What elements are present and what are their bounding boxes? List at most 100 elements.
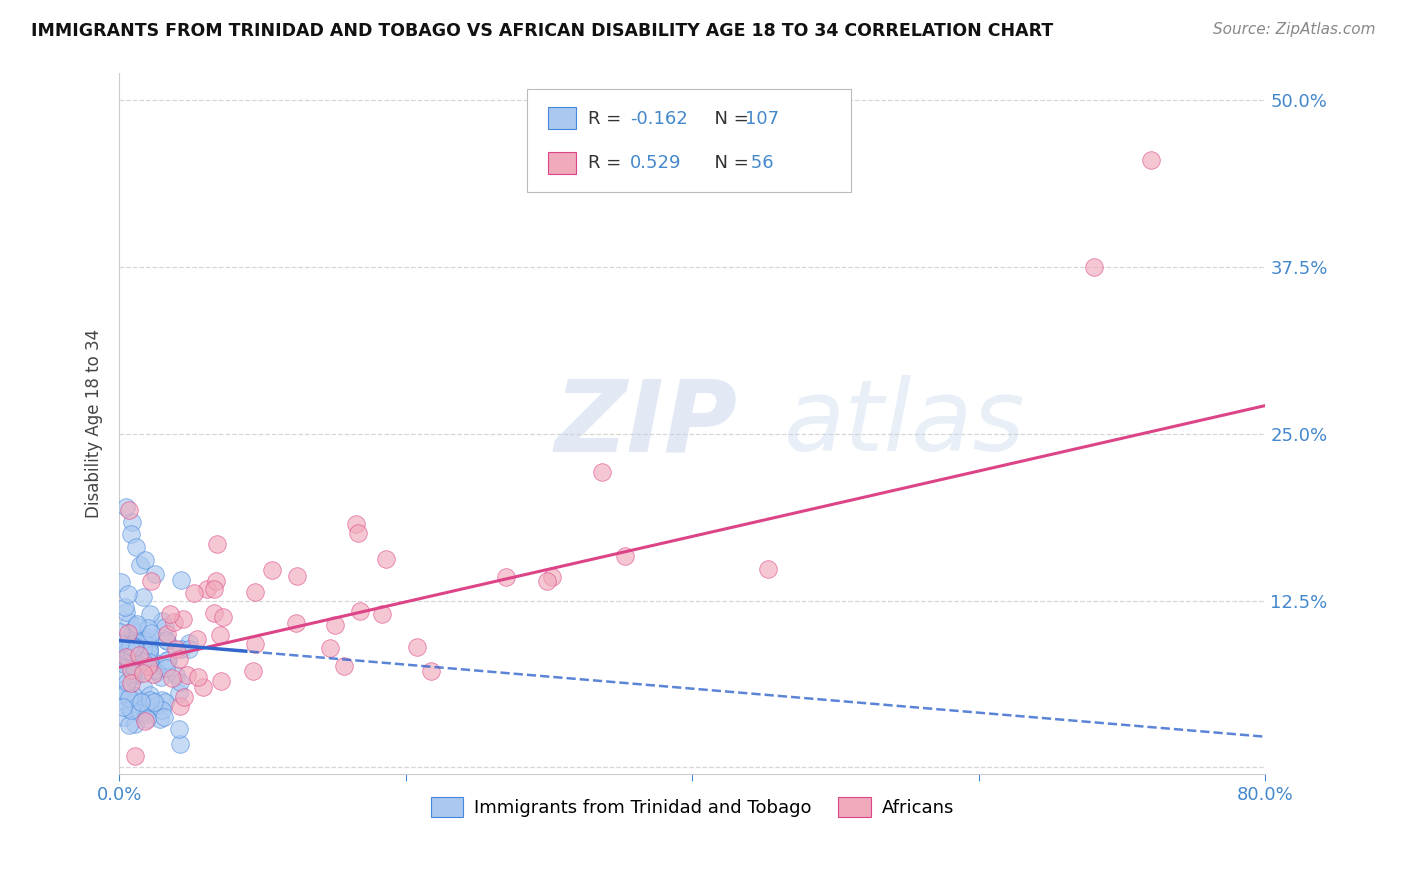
Point — [756, 562, 779, 576]
Point — [169, 675, 191, 690]
Point — [138, 639, 160, 653]
Point — [156, 653, 179, 667]
Point — [110, 575, 132, 590]
Point — [333, 658, 356, 673]
Point — [169, 737, 191, 751]
Point — [125, 616, 148, 631]
Point — [138, 655, 160, 669]
Point — [118, 702, 141, 716]
Point — [419, 665, 441, 679]
Text: Source: ZipAtlas.com: Source: ZipAtlas.com — [1212, 22, 1375, 37]
Point — [169, 699, 191, 714]
Point — [149, 712, 172, 726]
Point — [132, 666, 155, 681]
Point — [1140, 153, 1163, 167]
Point — [112, 632, 135, 647]
Text: -0.162: -0.162 — [630, 110, 688, 128]
Point — [124, 748, 146, 763]
Point — [122, 649, 145, 664]
Point — [242, 664, 264, 678]
Point — [139, 630, 162, 644]
Point — [124, 618, 146, 632]
Point — [134, 553, 156, 567]
Point — [125, 646, 148, 660]
Point — [136, 651, 159, 665]
Point — [131, 694, 153, 708]
Point — [120, 703, 142, 717]
Point — [132, 633, 155, 648]
Point — [143, 566, 166, 581]
Point — [160, 671, 183, 685]
Point — [127, 648, 149, 663]
Point — [163, 615, 186, 630]
Point — [115, 643, 138, 657]
Point — [118, 649, 141, 664]
Point — [136, 632, 159, 647]
Point — [167, 686, 190, 700]
Point — [186, 632, 208, 647]
Point — [117, 587, 139, 601]
Point — [205, 574, 228, 589]
Point — [121, 629, 143, 643]
Point — [128, 558, 150, 572]
Point — [125, 540, 148, 554]
Point — [138, 643, 160, 657]
Point — [122, 667, 145, 681]
Point — [202, 582, 225, 597]
Point — [117, 691, 139, 706]
Point — [170, 642, 193, 657]
Point — [153, 620, 176, 634]
Point — [243, 585, 266, 599]
Point — [125, 668, 148, 682]
Point — [187, 670, 209, 684]
Point — [211, 610, 233, 624]
Point — [124, 655, 146, 669]
Point — [114, 670, 136, 684]
Point — [117, 640, 139, 655]
Point — [142, 655, 165, 669]
Point — [124, 640, 146, 654]
Point — [170, 574, 193, 588]
Point — [143, 663, 166, 677]
Point — [1083, 260, 1105, 274]
Point — [132, 700, 155, 714]
Point — [111, 700, 134, 714]
Point — [146, 665, 169, 679]
Point — [150, 614, 173, 628]
Point — [136, 631, 159, 645]
Point — [138, 646, 160, 660]
Point — [112, 657, 135, 671]
Point — [121, 623, 143, 637]
Point — [115, 649, 138, 664]
Legend: Immigrants from Trinidad and Tobago, Africans: Immigrants from Trinidad and Tobago, Afr… — [423, 789, 962, 825]
Point — [173, 690, 195, 705]
Point — [318, 641, 340, 656]
Point — [145, 698, 167, 713]
Point — [120, 676, 142, 690]
Point — [591, 465, 613, 479]
Point — [207, 537, 229, 551]
Point — [122, 696, 145, 710]
Point — [114, 599, 136, 614]
Point — [134, 640, 156, 655]
Point — [117, 650, 139, 665]
Point — [176, 668, 198, 682]
Point — [117, 626, 139, 640]
Point — [141, 625, 163, 640]
Point — [108, 688, 131, 702]
Point — [371, 607, 394, 622]
Text: ZIP: ZIP — [555, 375, 738, 472]
Point — [124, 657, 146, 671]
Point — [141, 667, 163, 681]
Text: N =: N = — [703, 154, 755, 172]
Point — [135, 706, 157, 721]
Point — [114, 649, 136, 664]
Point — [139, 607, 162, 621]
Point — [349, 604, 371, 618]
Point — [136, 712, 159, 726]
Point — [117, 674, 139, 689]
Point — [139, 574, 162, 589]
Point — [260, 564, 283, 578]
Point — [122, 688, 145, 702]
Point — [536, 574, 558, 588]
